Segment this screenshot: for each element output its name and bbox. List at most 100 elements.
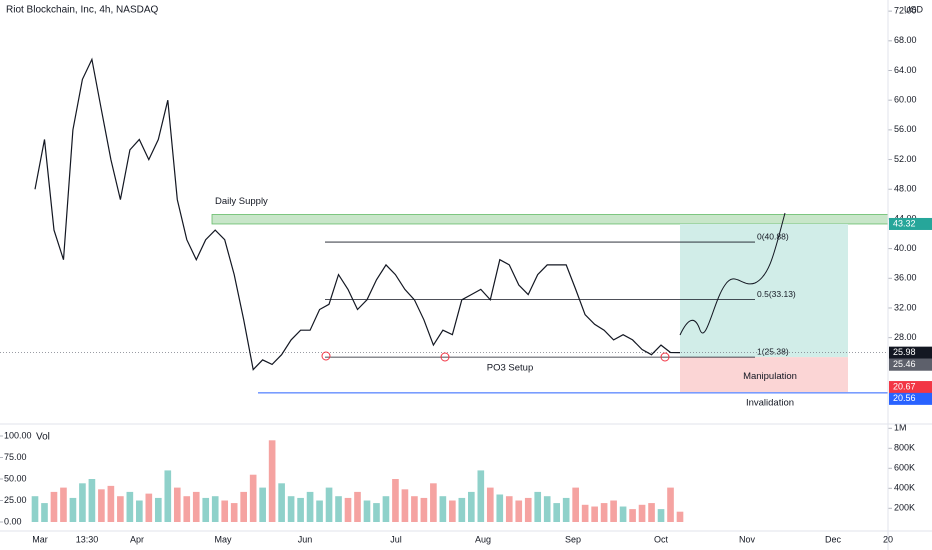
volume-bar [439, 496, 447, 523]
volume-bar [629, 509, 636, 523]
volume-bar [373, 503, 380, 523]
volume-bar [154, 497, 162, 523]
volume-bar [183, 496, 191, 523]
stop-box-label: Manipulation [743, 371, 797, 382]
x-tick-label: Nov [739, 534, 756, 544]
plot: 28.0032.0036.0040.0044.0048.0052.0056.00… [0, 6, 917, 544]
volume-bar [88, 479, 96, 523]
volume-tick-label: 100.00 [4, 430, 32, 440]
volume-bar [98, 489, 105, 523]
price-line [34, 57, 681, 371]
volume-y2-tick-label: 600K [894, 463, 915, 473]
volume-bar [468, 491, 475, 523]
volume-bar [676, 511, 684, 523]
price-tag [889, 358, 932, 371]
volume-y2-tick-label: 800K [894, 443, 915, 453]
volume-bar [107, 485, 115, 523]
price-tag-label: 20.67 [893, 381, 916, 391]
volume-bar [173, 487, 181, 523]
volume-bar [136, 500, 143, 523]
volume-bar [505, 496, 513, 523]
volume-bar [335, 496, 342, 523]
invalidation-label: Invalidation [746, 397, 794, 408]
volume-bar [477, 470, 485, 523]
y-tick-label: 28.00 [894, 332, 917, 342]
volume-bar [562, 497, 570, 523]
x-tick-label: Jun [298, 534, 313, 544]
volume-bar [524, 497, 532, 523]
volume-bar [496, 494, 504, 523]
price-tag [889, 381, 932, 394]
volume-bar [581, 504, 589, 523]
volume-bar [126, 491, 134, 523]
chart-title: Riot Blockchain, Inc, 4h, NASDAQ [6, 5, 159, 16]
volume-bar [534, 491, 542, 523]
low-marker [440, 352, 450, 362]
volume-tick-label: 0.00 [4, 516, 22, 526]
volume-bar [164, 470, 172, 523]
supply-zone [211, 214, 889, 225]
volume-tick-label: 25.00 [4, 495, 27, 505]
volume-bar [591, 506, 598, 523]
volume-bar [221, 500, 229, 523]
volume-bar [411, 496, 418, 523]
y-tick-label: 68.00 [894, 35, 917, 45]
volume-bar [230, 503, 238, 523]
volume-bar [344, 497, 352, 523]
volume-y2-tick-label: 1M [894, 423, 907, 433]
target-box [680, 223, 848, 358]
x-tick-label: Dec [825, 534, 842, 544]
fib-level-label: 0.5(33.13) [757, 289, 796, 299]
volume-bar [287, 496, 295, 523]
volume-bar [392, 479, 399, 523]
volume-bar [515, 500, 523, 523]
volume-bar [306, 491, 314, 523]
volume-bar [401, 489, 409, 523]
y-tick-label: 72.00 [894, 6, 917, 16]
volume-bar [382, 496, 390, 523]
volume-bar [50, 491, 58, 523]
volume-bar [192, 491, 200, 523]
fib-level-label: 1(25.38) [757, 346, 789, 356]
volume-bar [600, 503, 608, 523]
volume-bar [297, 497, 304, 523]
currency: USD [904, 4, 924, 14]
y-tick-label: 60.00 [894, 95, 917, 105]
price-tag [889, 217, 932, 230]
y-tick-label: 48.00 [894, 184, 917, 194]
setup-label: PO3 Setup [487, 363, 533, 374]
volume-label: Vol [36, 432, 50, 443]
volume-bar [553, 503, 561, 523]
volume-bar [486, 487, 494, 523]
volume-bar [145, 493, 153, 523]
volume-bar [79, 483, 86, 523]
x-tick-label: May [214, 534, 232, 544]
volume-bar [430, 483, 437, 523]
volume-bar [420, 497, 428, 523]
x-tick-label: Aug [475, 534, 491, 544]
volume-bar [354, 491, 361, 523]
volume-bar [610, 500, 617, 523]
volume-y2-tick-label: 400K [894, 483, 915, 493]
volume-bar [648, 503, 655, 523]
price-tag [889, 392, 932, 405]
volume-y2-tick-label: 200K [894, 503, 915, 513]
volume-bar [117, 496, 124, 523]
x-tick-label: 13:30 [76, 534, 99, 544]
stop-box [680, 357, 848, 393]
volume-bar [325, 487, 333, 523]
volume-bar [31, 496, 39, 523]
volume-bar [249, 474, 257, 523]
low-marker [660, 352, 670, 362]
volume-bar [268, 440, 276, 523]
y-tick-label: 40.00 [894, 243, 917, 253]
x-tick-label: Apr [130, 534, 144, 544]
y-tick-label: 56.00 [894, 124, 917, 134]
volume-bar [41, 503, 48, 523]
volume-bar [572, 487, 579, 523]
price-tag-label: 25.46 [893, 359, 916, 369]
volume-bar [202, 497, 210, 523]
volume-bar [619, 506, 627, 523]
